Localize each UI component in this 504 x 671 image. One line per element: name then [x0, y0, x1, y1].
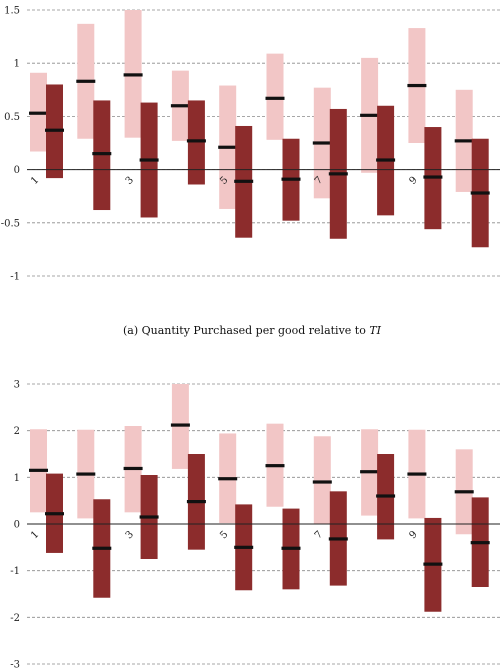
y-tick-label: 0: [14, 165, 20, 176]
y-tick-label: 1.5: [4, 6, 20, 17]
midpoint-marker: [123, 73, 143, 77]
midpoint-marker: [281, 546, 301, 550]
x-tick-label: 3: [124, 529, 136, 541]
midpoint-marker: [328, 172, 348, 176]
midpoint-marker: [92, 546, 112, 550]
midpoint-marker: [376, 158, 396, 162]
chart-a-yticks: -1 -0.5 0 0.5 1 1.5: [1, 6, 20, 283]
midpoint-marker: [265, 464, 285, 468]
midpoint-marker: [45, 512, 64, 516]
midpoint-marker: [234, 545, 254, 549]
midpoint-marker: [186, 139, 206, 143]
y-tick-label: -0.5: [1, 218, 20, 229]
midpoint-marker: [218, 477, 238, 481]
chart-b-yticks: -3 -2 -1 0 1 2 3: [10, 380, 20, 671]
x-tick-label: 1: [29, 529, 41, 541]
y-tick-label: 2: [14, 426, 20, 437]
y-tick-label: -2: [10, 613, 20, 624]
midpoint-marker: [29, 111, 48, 115]
midpoint-marker: [328, 537, 348, 541]
y-tick-label: -3: [10, 660, 20, 671]
midpoint-marker: [360, 113, 380, 117]
midpoint-marker: [186, 500, 206, 504]
midpoint-marker: [170, 104, 190, 108]
midpoint-marker: [312, 480, 332, 484]
midpoint-marker: [423, 562, 443, 566]
midpoint-marker: [360, 470, 380, 474]
x-tick-label: 7: [313, 529, 325, 541]
chart-b-xticks: 1 3 5 7 9: [29, 529, 420, 541]
chart-a-caption: (a) Quantity Purchased per good relative…: [123, 324, 382, 337]
midpoint-marker: [123, 466, 143, 471]
chart-a-caption-var: TI: [369, 324, 381, 337]
y-tick-label: 3: [14, 380, 20, 391]
chart-b-bars: [29, 384, 490, 612]
midpoint-marker: [92, 152, 112, 156]
x-tick-label: 5: [218, 529, 230, 541]
midpoint-marker: [76, 472, 96, 476]
y-tick-label: 0: [14, 520, 20, 531]
x-tick-label: 9: [407, 529, 419, 541]
y-tick-label: -1: [10, 272, 20, 283]
range-bar: [313, 436, 331, 524]
midpoint-marker: [470, 191, 490, 195]
midpoint-marker: [139, 515, 159, 519]
x-tick-label: 3: [124, 175, 136, 187]
midpoint-marker: [470, 541, 490, 545]
midpoint-marker: [281, 177, 301, 181]
midpoint-marker: [76, 79, 96, 83]
y-tick-label: 1: [14, 473, 20, 484]
x-tick-label: 1: [29, 175, 41, 187]
midpoint-marker: [454, 490, 474, 494]
midpoint-marker: [234, 179, 254, 183]
midpoint-marker: [454, 139, 474, 143]
y-tick-label: 1: [14, 59, 20, 70]
chart-a-bars: [29, 10, 490, 248]
midpoint-marker: [265, 96, 285, 100]
midpoint-marker: [139, 158, 159, 162]
midpoint-marker: [218, 145, 238, 149]
midpoint-marker: [170, 423, 190, 427]
midpoint-marker: [407, 472, 427, 476]
midpoint-marker: [29, 468, 48, 472]
midpoint-marker: [376, 494, 396, 498]
midpoint-marker: [45, 128, 64, 132]
midpoint-marker: [312, 141, 332, 145]
x-tick-label: 9: [407, 175, 419, 187]
y-tick-label: 0.5: [4, 112, 20, 123]
midpoint-marker: [407, 83, 427, 88]
chart-a-caption-prefix: (a) Quantity Purchased per good relative…: [123, 324, 369, 337]
y-tick-label: -1: [10, 566, 20, 577]
midpoint-marker: [423, 175, 443, 179]
